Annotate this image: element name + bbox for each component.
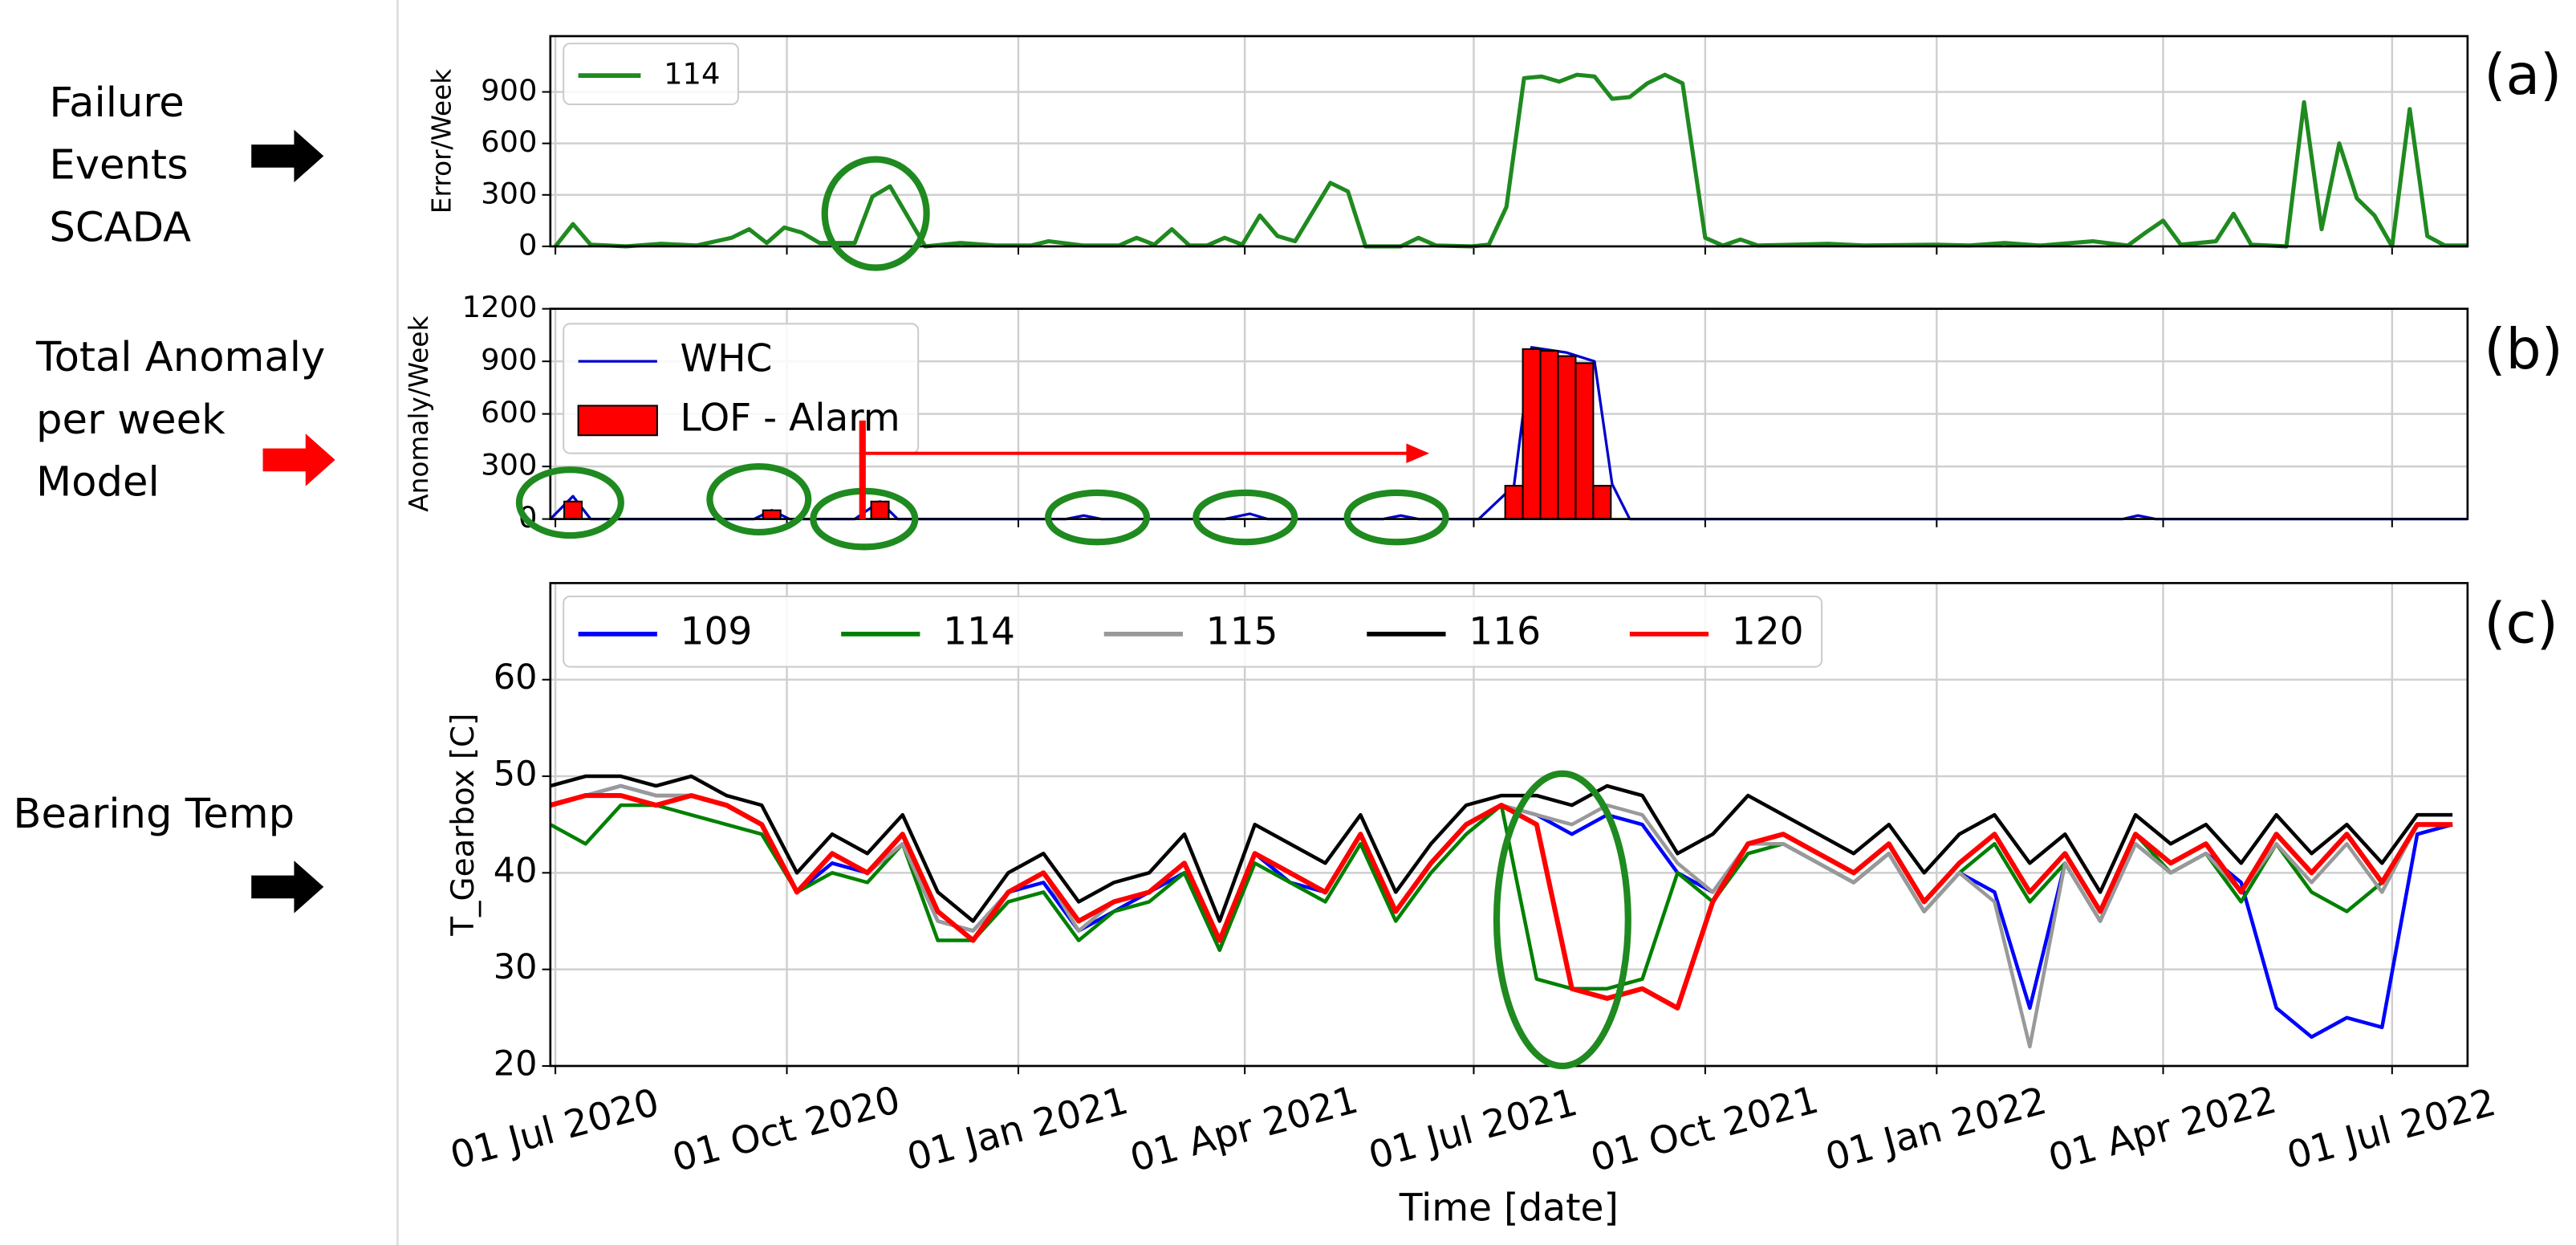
- x-axis-label: Time [date]: [1399, 1186, 1619, 1231]
- legend-label: 109: [681, 609, 753, 653]
- side-label: Failure: [49, 79, 184, 127]
- panel: 0 300 600 900 Error/Week 114 (a): [427, 35, 2562, 262]
- series-line: [554, 72, 2468, 249]
- highlight-circle: [1493, 770, 1631, 1070]
- bar: [870, 500, 890, 520]
- legend-box: [563, 595, 1823, 668]
- side-label: SCADA: [49, 204, 191, 251]
- y-axis-label: Anomaly/Week: [404, 315, 434, 511]
- y-axis-label: T_Gearbox [C]: [445, 714, 481, 937]
- arrow: [251, 129, 324, 183]
- y-tick-label: 900: [481, 343, 537, 377]
- series-line: [550, 774, 2453, 923]
- arrow: [251, 861, 324, 913]
- highlight-circle: [1343, 489, 1449, 546]
- series-line: [549, 793, 2453, 1011]
- highlight-circle: [821, 156, 930, 271]
- plot-frame: [549, 307, 2469, 520]
- legend-label: 114: [664, 57, 720, 92]
- bar: [1557, 355, 1577, 520]
- legend-label: 120: [1732, 609, 1804, 653]
- side-label: Events: [49, 142, 188, 189]
- bar: [1574, 362, 1595, 520]
- bar: [1539, 350, 1559, 520]
- legend-label: 114: [943, 609, 1015, 653]
- bar: [1522, 348, 1542, 520]
- y-tick-label: 900: [481, 73, 537, 108]
- legend: WHC LOF - Alarm: [577, 337, 900, 440]
- highlight-circle: [1193, 489, 1298, 546]
- legend-label: LOF - Alarm: [681, 396, 900, 440]
- side-label: Total Anomaly: [35, 334, 325, 381]
- legend: 109 114 115 116 120: [578, 609, 1804, 653]
- highlight-circle: [706, 463, 812, 536]
- side-label: Model: [36, 459, 160, 507]
- arrow: [262, 433, 335, 486]
- y-axis-label: Error/Week: [427, 69, 457, 214]
- legend-label: 115: [1206, 609, 1278, 653]
- y-tick-label: 600: [481, 395, 537, 429]
- panel-label: (c): [2484, 592, 2558, 657]
- bar: [563, 500, 583, 520]
- y-tick-label: 300: [481, 448, 537, 482]
- panel-label: (a): [2484, 43, 2562, 108]
- side-label: Bearing Temp: [13, 791, 295, 838]
- legend: 114: [578, 57, 720, 92]
- y-tick-label: 20: [494, 1044, 538, 1084]
- legend-swatch: [577, 405, 658, 437]
- y-tick-label: 600: [481, 124, 537, 159]
- legend-label: 116: [1469, 609, 1541, 653]
- y-tick-label: 50: [494, 755, 538, 795]
- side-label: per week: [36, 397, 226, 444]
- bar: [1592, 485, 1612, 520]
- panel-label: (b): [2484, 317, 2562, 382]
- plot-frame: [549, 35, 2469, 248]
- y-tick-label: 60: [494, 657, 538, 698]
- bar: [762, 509, 782, 520]
- y-tick-label: 1200: [462, 290, 538, 324]
- highlight-circle: [1045, 489, 1151, 546]
- bar: [1504, 485, 1524, 520]
- legend-label: WHC: [681, 337, 773, 381]
- y-tick-label: 40: [494, 851, 538, 891]
- plot-frame: [549, 582, 2469, 1068]
- y-tick-label: 300: [481, 176, 537, 210]
- y-tick-label: 0: [518, 227, 537, 262]
- highlight-circle: [515, 466, 624, 539]
- legend-box: [563, 43, 739, 106]
- y-tick-label: 30: [494, 947, 538, 987]
- annotation-arrowhead: [1406, 443, 1430, 464]
- plot-area: [550, 36, 2468, 246]
